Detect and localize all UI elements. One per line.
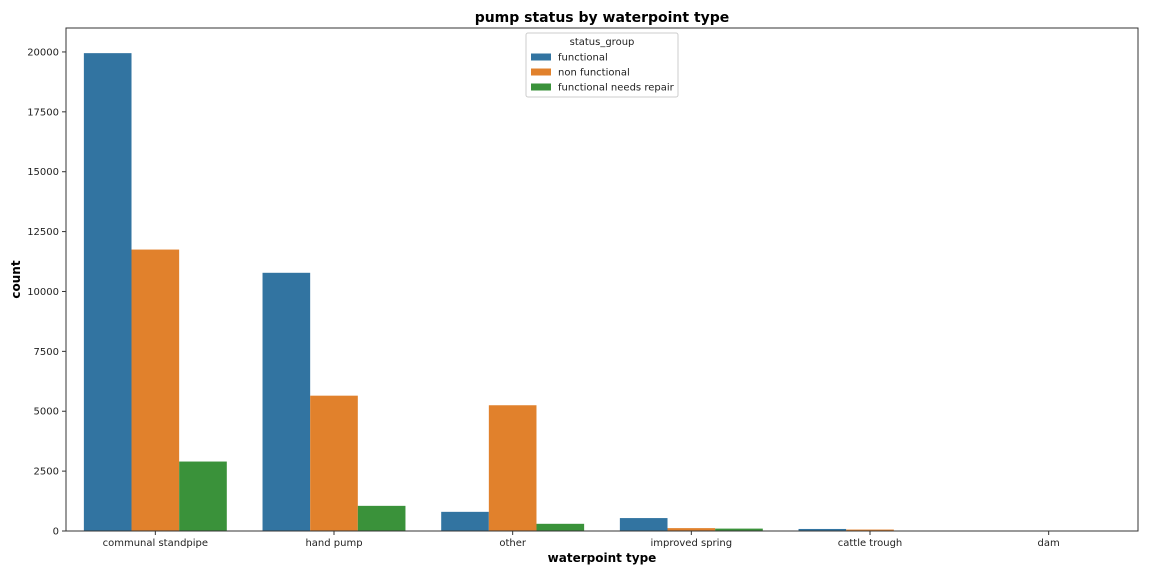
legend-entry-functional-needs-repair: functional needs repair [558,83,675,94]
y-tick-label: 15000 [27,167,59,178]
x-tick-label: cattle trough [838,538,903,549]
x-tick-label: communal standpipe [103,538,208,549]
legend-entry-functional: functional [558,53,608,64]
x-axis-label: waterpoint type [548,551,657,565]
bar-non-functional-cattle-trough [846,529,894,531]
legend-swatch-functional [531,53,551,61]
bar-non-functional-communal-standpipe [131,249,180,531]
y-tick-label: 2500 [34,467,59,478]
bar-functional-needs-repair-other [536,523,585,531]
y-axis-label: count [9,260,23,298]
y-tick-label: 0 [53,527,59,538]
plot-area: communal standpipe hand pump other improved… [27,27,1139,549]
legend-swatch-functional-needs-repair [531,83,551,91]
legend-entry-non-functional: non functional [558,68,630,79]
x-tick-label: dam [1038,538,1060,549]
x-tick-label: hand pump [305,538,362,549]
y-tick-label: 10000 [27,287,59,298]
chart-title: pump status by waterpoint type [475,10,730,26]
legend: status_group functional non functional fun… [525,32,679,98]
legend-frame [525,32,679,98]
y-tick-label: 5000 [34,407,59,418]
bar-non-functional-other [488,405,537,531]
legend-swatch-non-functional [531,68,551,76]
x-tick-label: other [499,538,527,549]
y-tick-label: 7500 [34,347,59,358]
bar-functional-needs-repair-hand-pump [357,505,406,531]
bar-functional-hand-pump [262,272,311,531]
bar-non-functional-improved-spring [667,528,716,531]
legend-title: status_group [570,37,635,48]
y-tick-label: 17500 [27,107,59,118]
bar-functional-needs-repair-communal-standpipe [179,461,227,531]
x-tick-label: improved spring [651,538,733,549]
bar-functional-other [441,511,489,531]
bar-functional-communal-standpipe [83,53,132,532]
bar-functional-cattle-trough [798,528,847,531]
y-tick-label: 20000 [27,47,59,58]
bar-functional-improved-spring [619,518,668,531]
y-tick-label: 12500 [27,227,59,238]
bar-non-functional-hand-pump [310,395,358,531]
bar-functional-needs-repair-improved-spring [715,528,763,531]
plot-frame [65,27,1139,532]
